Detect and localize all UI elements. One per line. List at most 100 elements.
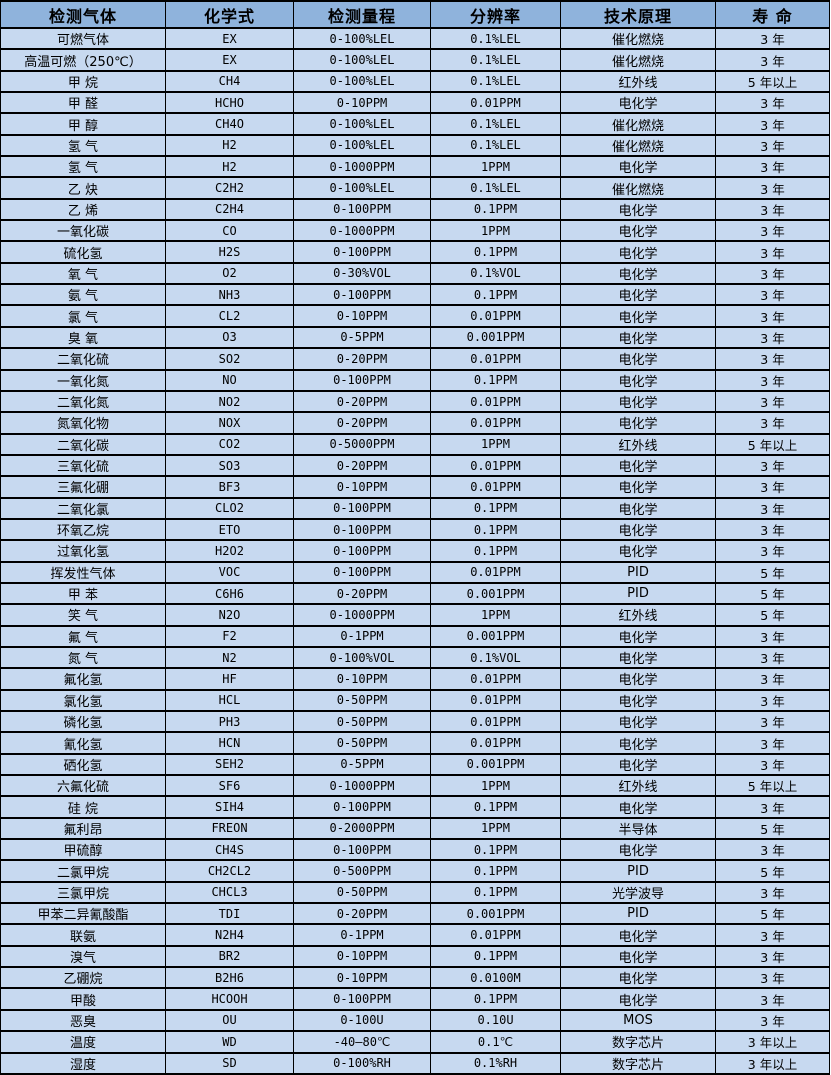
cell-gas-name: 甲 醛 [0, 91, 166, 115]
cell-chemical-formula: SEH2 [165, 752, 294, 777]
cell-lifespan: 5 年以上 [715, 69, 830, 94]
cell-chemical-formula: SO2 [165, 347, 294, 371]
cell-detection-range: 0-100%RH [293, 1051, 431, 1075]
cell-resolution: 0.1%LEL [430, 26, 561, 51]
cell-resolution: 0.01PPM [430, 347, 561, 371]
cell-technology: 红外线 [560, 603, 716, 627]
table-row: 温度 WD -40—80℃ 0.1℃ 数字芯片 3 年以上 [0, 1030, 830, 1054]
cell-chemical-formula: C2H4 [165, 197, 294, 222]
cell-lifespan: 3 年 [715, 966, 830, 990]
cell-lifespan: 3 年 [715, 731, 830, 755]
cell-technology: 电化学 [560, 91, 716, 115]
cell-technology: 电化学 [560, 667, 716, 691]
cell-detection-range: 0-100PPM [293, 496, 431, 520]
cell-technology: 电化学 [560, 304, 716, 328]
cell-detection-range: 0-1PPM [293, 624, 431, 648]
table-row: 环氧乙烷 ETO 0-100PPM 0.1PPM 电化学 3 年 [0, 517, 830, 542]
cell-detection-range: 0-100%LEL [293, 69, 431, 94]
cell-chemical-formula: FREON [165, 816, 294, 841]
cell-resolution: 0.1%LEL [430, 48, 561, 72]
cell-resolution: 0.1PPM [430, 283, 561, 307]
cell-lifespan: 5 年 [715, 581, 830, 606]
cell-technology: 电化学 [560, 411, 716, 435]
cell-detection-range: 0-10PPM [293, 667, 431, 691]
cell-technology: 数字芯片 [560, 1030, 716, 1054]
cell-detection-range: 0-50PPM [293, 709, 431, 734]
cell-gas-name: 乙 烯 [0, 197, 166, 222]
cell-detection-range: 0-1PPM [293, 923, 431, 947]
cell-detection-range: 0-100%LEL [293, 26, 431, 51]
cell-resolution: 0.1%RH [430, 1051, 561, 1075]
cell-chemical-formula: CH4 [165, 69, 294, 94]
cell-gas-name: 甲酸 [0, 987, 166, 1011]
cell-lifespan: 3 年 [715, 475, 830, 499]
cell-gas-name: 氟化氢 [0, 667, 166, 691]
cell-technology: 电化学 [560, 987, 716, 1011]
cell-chemical-formula: B2H6 [165, 966, 294, 990]
cell-lifespan: 3 年 [715, 197, 830, 222]
cell-lifespan: 3 年 [715, 133, 830, 158]
cell-technology: 电化学 [560, 325, 716, 350]
cell-gas-name: 二氧化氯 [0, 496, 166, 520]
table-row: 氟化氢 HF 0-10PPM 0.01PPM 电化学 3 年 [0, 667, 830, 691]
table-row: 氰化氢 HCN 0-50PPM 0.01PPM 电化学 3 年 [0, 731, 830, 755]
cell-gas-name: 可燃气体 [0, 26, 166, 51]
table-row: 笑 气 N2O 0-1000PPM 1PPM 红外线 5 年 [0, 603, 830, 627]
cell-resolution: 0.01PPM [430, 688, 561, 713]
cell-detection-range: 0-1000PPM [293, 603, 431, 627]
cell-chemical-formula: CO [165, 219, 294, 243]
cell-chemical-formula: HCHO [165, 91, 294, 115]
column-header-1: 检测气体 [0, 0, 166, 29]
cell-detection-range: 0-100PPM [293, 283, 431, 307]
cell-detection-range: 0-50PPM [293, 688, 431, 713]
cell-gas-name: 硒化氢 [0, 752, 166, 777]
cell-chemical-formula: BF3 [165, 475, 294, 499]
cell-gas-name: 恶臭 [0, 1008, 166, 1033]
cell-technology: 电化学 [560, 624, 716, 648]
header-row: 检测气体 化学式 检测量程 分辨率 技术原理寿 命 [0, 0, 830, 29]
cell-gas-name: 氰化氢 [0, 731, 166, 755]
cell-resolution: 1PPM [430, 774, 561, 798]
cell-resolution: 0.01PPM [430, 923, 561, 947]
cell-lifespan: 5 年 [715, 859, 830, 883]
cell-gas-name: 氢 气 [0, 133, 166, 158]
cell-chemical-formula: CL2 [165, 304, 294, 328]
cell-resolution: 1PPM [430, 432, 561, 456]
cell-resolution: 0.001PPM [430, 581, 561, 606]
cell-gas-name: 氮氧化物 [0, 411, 166, 435]
cell-gas-name: 过氧化氢 [0, 539, 166, 563]
cell-chemical-formula: VOC [165, 560, 294, 584]
cell-technology: PID [560, 560, 716, 584]
cell-technology: 电化学 [560, 347, 716, 371]
cell-gas-name: 甲 醇 [0, 112, 166, 136]
cell-gas-name: 二氧化氮 [0, 389, 166, 414]
cell-detection-range: 0-500PPM [293, 859, 431, 883]
cell-resolution: 1PPM [430, 155, 561, 179]
cell-lifespan: 3 年 [715, 453, 830, 478]
cell-lifespan: 5 年 [715, 902, 830, 926]
cell-chemical-formula: H2 [165, 133, 294, 158]
table-row: 溴气 BR2 0-10PPM 0.1PPM 电化学 3 年 [0, 944, 830, 969]
cell-resolution: 0.01PPM [430, 411, 561, 435]
cell-gas-name: 硫化氢 [0, 240, 166, 264]
cell-lifespan: 3 年 [715, 155, 830, 179]
cell-gas-name: 高温可燃（250℃） [0, 48, 166, 72]
cell-gas-name: 氢 气 [0, 155, 166, 179]
cell-gas-name: 环氧乙烷 [0, 517, 166, 542]
cell-resolution: 0.1PPM [430, 987, 561, 1011]
cell-chemical-formula: N2O [165, 603, 294, 627]
cell-lifespan: 3 年 [715, 987, 830, 1011]
cell-lifespan: 3 年 [715, 923, 830, 947]
cell-technology: 电化学 [560, 261, 716, 286]
cell-chemical-formula: C2H2 [165, 176, 294, 200]
cell-resolution: 0.1PPM [430, 944, 561, 969]
cell-lifespan: 3 年 [715, 411, 830, 435]
cell-detection-range: 0-1000PPM [293, 219, 431, 243]
cell-detection-range: 0-100U [293, 1008, 431, 1033]
cell-lifespan: 3 年 [715, 645, 830, 670]
cell-detection-range: 0-20PPM [293, 581, 431, 606]
cell-resolution: 0.1PPM [430, 859, 561, 883]
cell-detection-range: 0-10PPM [293, 475, 431, 499]
cell-chemical-formula: ETO [165, 517, 294, 542]
cell-technology: 电化学 [560, 923, 716, 947]
